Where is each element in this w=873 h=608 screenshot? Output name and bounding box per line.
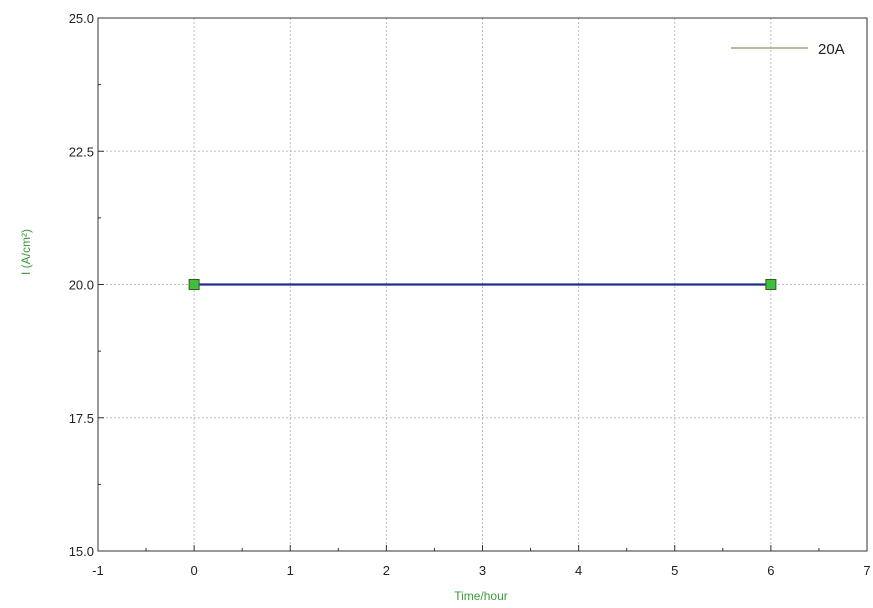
y-tick-label: 20.0: [69, 278, 94, 293]
x-tick-label: 3: [479, 563, 486, 578]
series-layer: [188, 279, 777, 290]
data-point: [188, 279, 200, 290]
axis-ticks: [97, 17, 868, 552]
x-axis-title: Time/hour: [454, 589, 508, 603]
legend: 20A: [731, 41, 845, 58]
legend-label-20a: 20A: [818, 41, 845, 58]
x-tick-label: 6: [767, 563, 774, 578]
x-tick-label: 7: [863, 563, 870, 578]
y-tick-label: 15.0: [69, 544, 94, 559]
x-tick-label: 1: [287, 563, 294, 578]
y-tick-label: 25.0: [69, 11, 94, 26]
x-tick-label: -1: [92, 563, 104, 578]
x-tick-label: 2: [383, 563, 390, 578]
tick-labels: -1 0 1 2 3 4 5 6 7 15.0 17.5 20.0 22.5 25.0: [69, 11, 871, 578]
y-axis-title: I (A/cm²): [19, 229, 33, 275]
x-tick-label: 5: [671, 563, 678, 578]
x-tick-label: 0: [191, 563, 198, 578]
x-tick-label: 4: [575, 563, 582, 578]
y-tick-label: 17.5: [69, 411, 94, 426]
data-point: [765, 279, 777, 290]
y-tick-label: 22.5: [69, 144, 94, 159]
